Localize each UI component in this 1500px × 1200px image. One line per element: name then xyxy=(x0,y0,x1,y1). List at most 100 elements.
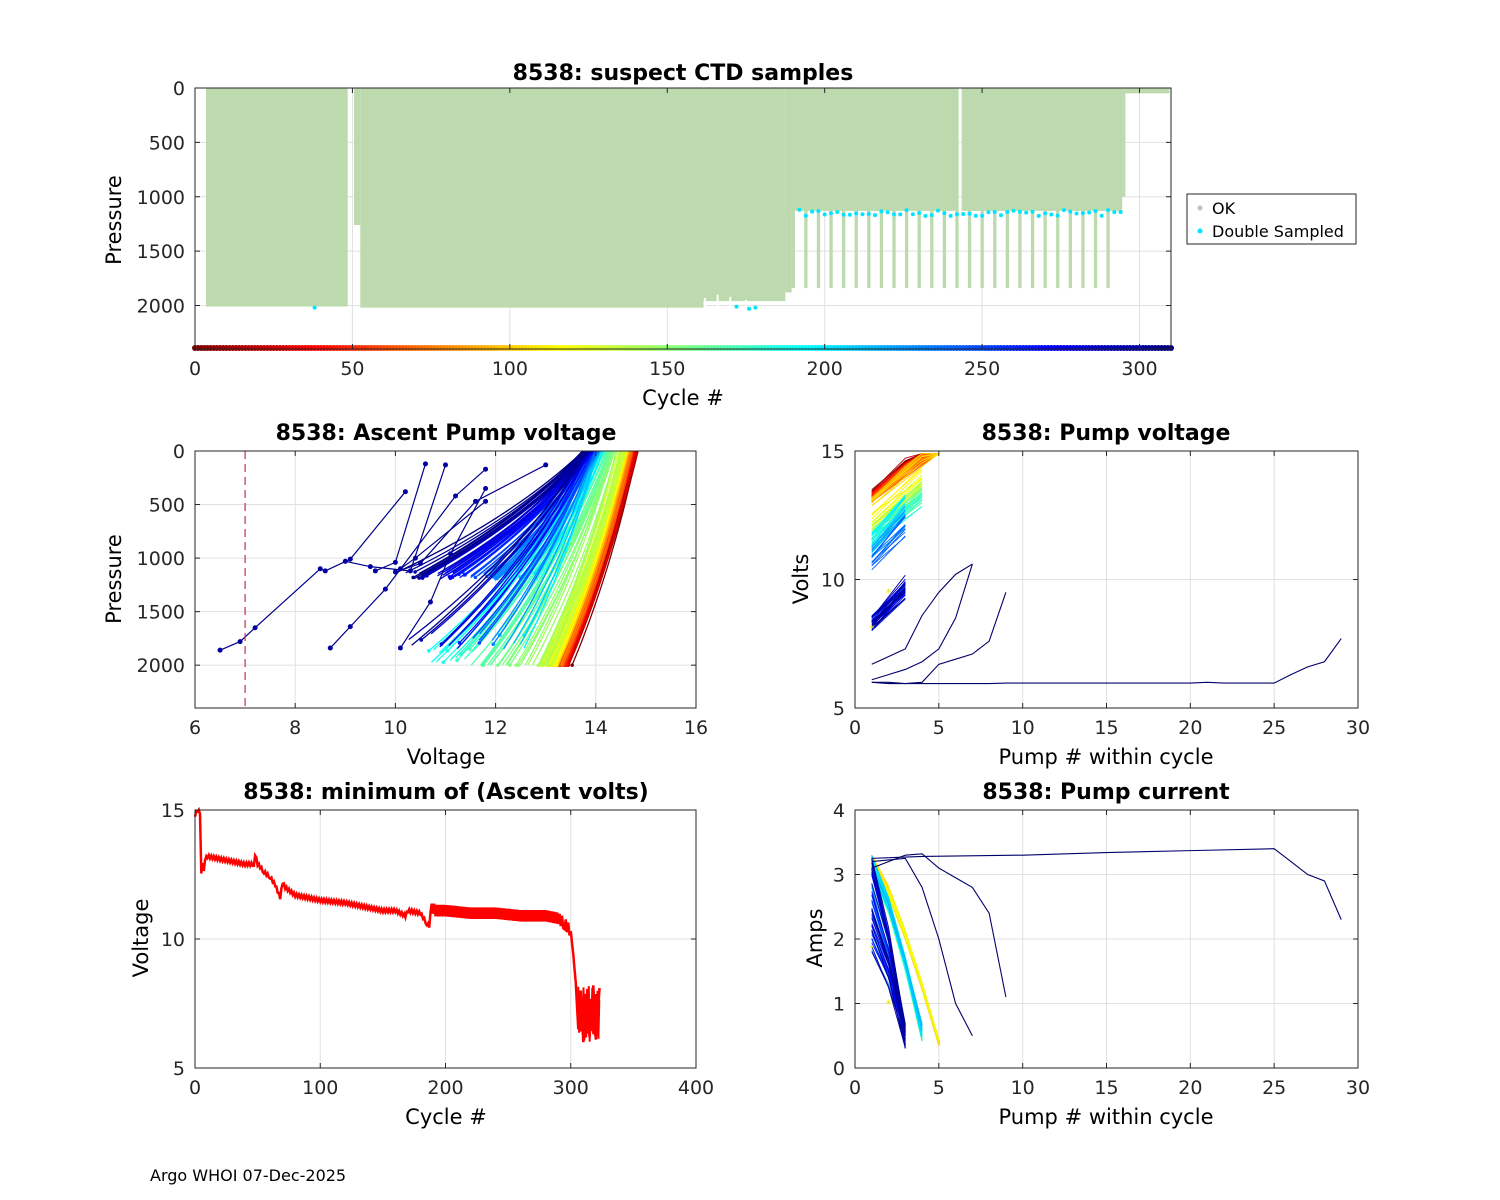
ctd-title: 8538: suspect CTD samples xyxy=(513,61,854,86)
pump-current-long-line xyxy=(871,853,1007,998)
ok-profile-notch xyxy=(704,297,706,309)
double-sampled-point xyxy=(1030,209,1035,214)
ascent-outlier-point xyxy=(417,560,423,566)
ok-deep-profile xyxy=(1030,88,1035,289)
ascent-profile-line xyxy=(470,450,595,577)
min-voltage-title: 8538: minimum of (Ascent volts) xyxy=(243,780,649,805)
pump-voltage-line xyxy=(871,453,940,507)
ascent-profile-line xyxy=(531,450,618,666)
ascent-ytick-label: 500 xyxy=(149,495,185,517)
ok-deep-profile xyxy=(841,88,846,289)
pump-voltage-line xyxy=(871,453,939,502)
ascent-profile-line xyxy=(437,450,592,575)
double-sampled-point xyxy=(948,213,953,218)
ascent-outlier-point xyxy=(327,645,333,651)
double-sampled-point xyxy=(828,211,833,216)
double-sampled-point xyxy=(961,212,966,217)
pumpv-ytick-label: 15 xyxy=(821,441,845,463)
ctd-xtick-label: 300 xyxy=(1121,358,1157,380)
minv-ytick-label: 5 xyxy=(173,1058,185,1080)
double-sampled-point xyxy=(734,304,739,309)
ascent-profile-point xyxy=(536,663,541,667)
ok-deep-profile xyxy=(829,88,833,289)
pump-voltage-line xyxy=(871,490,923,535)
pump-voltage-line xyxy=(871,598,906,632)
pump-current-line xyxy=(871,929,906,1049)
ascent-profile-line xyxy=(470,450,609,666)
pump-voltage-line xyxy=(871,583,906,619)
ascent-ytick-label: 1000 xyxy=(137,548,185,570)
ascent-outlier-point xyxy=(237,639,243,645)
ascent-outlier-point xyxy=(317,566,323,572)
ascent-xtick-label: 10 xyxy=(383,717,407,739)
ascent-profile-line xyxy=(413,450,589,580)
ascent-profile-point xyxy=(496,663,500,667)
ok-profile-notch xyxy=(745,300,747,309)
pump-current-line xyxy=(871,868,906,1036)
ok-deep-profile xyxy=(1093,88,1098,289)
footer-credit: Argo WHOI 07-Dec-2025 xyxy=(150,1166,347,1185)
ascent-profile-line xyxy=(561,450,633,666)
ascent-outlier-point xyxy=(252,625,258,631)
ascent-profile-point xyxy=(516,663,521,667)
min-voltage-xlabel: Cycle # xyxy=(405,1105,487,1129)
pump-voltage-line xyxy=(871,524,906,563)
ok-deep-profile xyxy=(791,88,795,289)
ok-deep-profile xyxy=(854,88,858,289)
ascent-ytick-label: 0 xyxy=(173,441,185,463)
pump-voltage-line xyxy=(871,505,906,548)
legend-double-sampled-marker xyxy=(1197,228,1203,234)
ctd-xtick-label: 150 xyxy=(649,358,685,380)
pump-voltage-line xyxy=(871,496,906,536)
pumpv-xtick-label: 0 xyxy=(849,717,861,739)
ascent-profile-line xyxy=(544,450,621,666)
pump-current-line xyxy=(871,908,906,1031)
pump-voltage-line xyxy=(871,466,923,517)
pumpv-xtick-label: 10 xyxy=(1011,717,1035,739)
double-sampled-point xyxy=(954,212,959,217)
ascent-xtick-label: 6 xyxy=(189,717,201,739)
pumpc-xtick-label: 5 xyxy=(933,1077,945,1099)
ok-shallow-profiles xyxy=(1125,88,1170,94)
ctd-legend[interactable]: OK Double Sampled xyxy=(1186,193,1357,245)
pumpc-xtick-label: 25 xyxy=(1262,1077,1286,1099)
pump-current-star-marker: * xyxy=(886,998,892,1011)
double-sampled-point xyxy=(854,211,859,216)
double-sampled-point xyxy=(810,209,815,214)
ascent-outlier-point xyxy=(382,586,388,592)
ascent-outlier-point xyxy=(392,569,398,575)
ascent-profile-line xyxy=(472,450,595,639)
double-sampled-point xyxy=(866,211,871,216)
double-sampled-point xyxy=(1043,211,1048,216)
double-sampled-point xyxy=(747,306,752,311)
ascent-profile-point xyxy=(570,663,574,667)
pump-voltage-line xyxy=(871,502,906,537)
pump-voltage-ylabel: Volts xyxy=(789,554,813,605)
ok-deep-profile xyxy=(1068,88,1072,289)
ascent-profile-point xyxy=(441,660,446,664)
ok-deep-profile xyxy=(1018,88,1022,289)
ascent-profile-point xyxy=(508,663,512,667)
ctd-ytick-label: 0 xyxy=(173,78,185,100)
ascent-xtick-label: 16 xyxy=(684,717,708,739)
pumpv-xtick-label: 20 xyxy=(1178,717,1202,739)
ascent-profile-point xyxy=(457,641,462,645)
double-sampled-point xyxy=(312,305,317,310)
pump-voltage-line xyxy=(871,503,906,545)
double-sampled-point xyxy=(1017,209,1022,214)
ok-deep-profile xyxy=(879,88,884,289)
ascent-data xyxy=(217,450,639,708)
pump-current-line xyxy=(871,883,906,1025)
double-sampled-point xyxy=(797,207,802,212)
pump-current-long-line xyxy=(871,848,1342,920)
ascent-outlier-point xyxy=(347,556,353,562)
ctd-xlabel: Cycle # xyxy=(642,386,724,410)
pump-current-panel: 8538: Pump current Pump # within cycle A… xyxy=(803,780,1370,1129)
pump-voltage-title: 8538: Pump voltage xyxy=(982,421,1231,446)
ok-deep-profile xyxy=(904,88,909,289)
ascent-profile-line xyxy=(509,450,614,666)
minv-xtick-label: 100 xyxy=(302,1077,338,1099)
min-voltage-line xyxy=(193,806,601,1043)
pump-current-line xyxy=(871,910,906,1041)
ascent-profile-line xyxy=(456,450,590,650)
